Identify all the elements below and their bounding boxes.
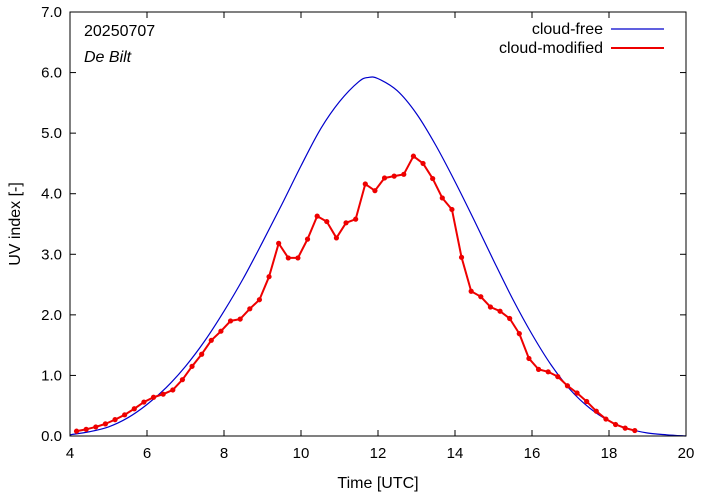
x-tick-label: 16 — [524, 445, 541, 462]
data-point-cloud-modified — [208, 337, 214, 343]
data-point-cloud-modified — [401, 171, 407, 177]
plot-frame — [69, 11, 687, 437]
data-point-cloud-modified — [420, 160, 426, 167]
data-point-cloud-modified — [535, 366, 542, 372]
y-tick-label: 0.0 — [41, 428, 62, 445]
data-point-cloud-modified — [632, 427, 638, 434]
data-point-cloud-modified — [343, 220, 349, 226]
data-point-cloud-modified — [545, 369, 551, 375]
y-tick-label: 2.0 — [41, 307, 62, 324]
data-point-cloud-modified — [507, 315, 513, 322]
data-point-cloud-modified — [150, 394, 157, 400]
data-point-cloud-modified — [593, 408, 599, 414]
data-point-cloud-modified — [199, 351, 205, 357]
y-tick-label: 1.0 — [41, 367, 62, 384]
data-point-cloud-modified — [458, 254, 465, 260]
series-line-cloud-modified — [76, 155, 636, 433]
data-point-cloud-modified — [131, 406, 137, 412]
data-point-cloud-modified — [112, 417, 118, 423]
data-point-cloud-modified — [391, 173, 397, 179]
data-point-cloud-modified — [410, 153, 417, 159]
data-point-cloud-modified — [516, 331, 522, 337]
annotation-date: 20250707 — [84, 23, 155, 40]
data-point-cloud-modified — [314, 213, 320, 219]
ticks-layer: 4 6 8 10 12 14 16 18 20 0.0 1.0 2.0 3.0 4.0 5.0 6.0 7.0 — [41, 4, 694, 462]
data-point-cloud-modified — [372, 188, 378, 194]
y-tick-label: 7.0 — [41, 4, 62, 21]
data-point-cloud-modified — [381, 175, 388, 181]
data-point-cloud-modified — [362, 181, 368, 187]
x-tick-label: 12 — [370, 445, 387, 462]
data-point-cloud-modified — [141, 399, 147, 405]
data-point-cloud-modified — [430, 175, 436, 182]
annotation-location: De Bilt — [84, 49, 132, 66]
data-point-cloud-modified — [612, 421, 619, 428]
data-point-cloud-modified — [574, 390, 580, 396]
data-point-cloud-modified — [439, 195, 445, 201]
data-point-cloud-modified — [603, 416, 609, 422]
x-tick-label: 4 — [66, 445, 74, 462]
x-tick-label: 20 — [678, 445, 695, 462]
x-axis-label: Time [UTC] — [337, 475, 418, 492]
x-tick-label: 6 — [143, 445, 151, 462]
data-point-cloud-modified — [497, 308, 503, 314]
data-point-cloud-modified — [449, 206, 455, 213]
data-point-cloud-modified — [218, 328, 224, 334]
legend-label-cloud-free: cloud-free — [532, 21, 603, 38]
data-point-cloud-modified — [247, 306, 253, 312]
data-point-cloud-modified — [93, 424, 99, 430]
legend: cloud-free cloud-modified — [499, 21, 664, 57]
y-tick-label: 5.0 — [41, 125, 62, 142]
data-point-cloud-modified — [468, 288, 474, 294]
data-point-cloud-modified — [227, 318, 234, 324]
legend-label-cloud-modified: cloud-modified — [499, 40, 603, 57]
data-point-cloud-modified — [304, 236, 311, 242]
y-axis-label: UV index [-] — [7, 182, 24, 266]
data-point-cloud-modified — [189, 363, 195, 369]
data-point-cloud-modified — [179, 377, 186, 383]
data-point-cloud-modified — [237, 316, 243, 322]
data-point-cloud-modified — [83, 426, 89, 432]
data-point-cloud-modified — [526, 355, 532, 362]
data-point-cloud-modified — [564, 383, 571, 389]
data-point-cloud-modified — [487, 304, 494, 310]
data-point-cloud-modified — [266, 274, 272, 280]
data-point-cloud-modified — [73, 428, 80, 434]
data-point-cloud-modified — [256, 297, 263, 303]
y-tick-label: 4.0 — [41, 186, 62, 203]
x-tick-label: 8 — [220, 445, 228, 462]
data-point-cloud-modified — [555, 374, 561, 380]
y-tick-label: 3.0 — [41, 246, 62, 263]
series-line-cloud-free — [69, 76, 687, 437]
data-point-cloud-modified — [160, 391, 166, 397]
data-point-cloud-modified — [122, 412, 128, 418]
data-point-cloud-modified — [276, 240, 282, 246]
x-tick-label: 14 — [447, 445, 464, 462]
data-point-cloud-modified — [333, 235, 340, 241]
data-point-cloud-modified — [478, 294, 484, 300]
x-tick-label: 18 — [601, 445, 618, 462]
data-point-cloud-modified — [102, 421, 109, 427]
data-point-cloud-modified — [622, 425, 628, 431]
data-point-cloud-modified — [170, 387, 176, 393]
data-point-cloud-modified — [295, 255, 301, 261]
data-point-cloud-modified — [324, 218, 330, 225]
data-point-cloud-modified — [353, 216, 359, 222]
data-point-cloud-modified — [285, 255, 291, 261]
data-point-cloud-modified — [584, 398, 590, 405]
y-tick-label: 6.0 — [41, 65, 62, 82]
series-layer — [69, 76, 687, 437]
x-tick-label: 10 — [293, 445, 310, 462]
